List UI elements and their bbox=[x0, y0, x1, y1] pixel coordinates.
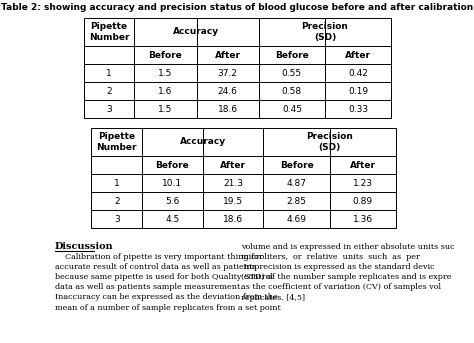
Text: Calibration of pipette is very important thing for
accurate result of control da: Calibration of pipette is very important… bbox=[55, 253, 281, 311]
Text: Before: Before bbox=[280, 161, 313, 169]
Bar bbox=[91, 128, 396, 228]
Text: 5.6: 5.6 bbox=[165, 197, 180, 205]
Text: 10.1: 10.1 bbox=[162, 178, 182, 188]
Text: 1: 1 bbox=[106, 69, 112, 78]
Text: After: After bbox=[345, 50, 371, 59]
Text: 18.6: 18.6 bbox=[223, 214, 243, 224]
Text: Precision
(SD): Precision (SD) bbox=[306, 132, 353, 152]
Text: 1.5: 1.5 bbox=[158, 105, 173, 114]
Text: Table 2: showing accuracy and precision status of blood glucose before and after: Table 2: showing accuracy and precision … bbox=[1, 2, 473, 12]
Text: 4.87: 4.87 bbox=[287, 178, 307, 188]
Text: 3: 3 bbox=[106, 105, 112, 114]
Text: 2.85: 2.85 bbox=[287, 197, 307, 205]
Text: Precision
(SD): Precision (SD) bbox=[301, 22, 348, 42]
Text: Pipette
Number: Pipette Number bbox=[96, 132, 137, 152]
Text: 2: 2 bbox=[106, 86, 112, 95]
Text: 0.19: 0.19 bbox=[348, 86, 368, 95]
Text: 0.42: 0.42 bbox=[348, 69, 368, 78]
Text: 1.5: 1.5 bbox=[158, 69, 173, 78]
Text: 4.5: 4.5 bbox=[165, 214, 180, 224]
Text: 0.33: 0.33 bbox=[348, 105, 368, 114]
Text: 4.69: 4.69 bbox=[287, 214, 307, 224]
Text: volume and is expressed in either absolute units suc
microliters,  or  relative : volume and is expressed in either absolu… bbox=[241, 243, 455, 301]
Text: 19.5: 19.5 bbox=[223, 197, 243, 205]
Text: 18.6: 18.6 bbox=[218, 105, 238, 114]
Text: 24.6: 24.6 bbox=[218, 86, 237, 95]
Text: 0.58: 0.58 bbox=[282, 86, 302, 95]
Text: 0.89: 0.89 bbox=[353, 197, 373, 205]
Bar bbox=[83, 18, 391, 118]
Text: 21.3: 21.3 bbox=[223, 178, 243, 188]
Text: Before: Before bbox=[155, 161, 189, 169]
Text: 1.36: 1.36 bbox=[353, 214, 373, 224]
Text: 1: 1 bbox=[114, 178, 119, 188]
Text: After: After bbox=[350, 161, 376, 169]
Text: 2: 2 bbox=[114, 197, 119, 205]
Text: 37.2: 37.2 bbox=[218, 69, 237, 78]
Text: Discussion: Discussion bbox=[55, 242, 113, 251]
Text: 1.6: 1.6 bbox=[158, 86, 173, 95]
Text: Accuracy: Accuracy bbox=[173, 27, 219, 36]
Text: 1.23: 1.23 bbox=[353, 178, 373, 188]
Text: 0.45: 0.45 bbox=[282, 105, 302, 114]
Text: 3: 3 bbox=[114, 214, 119, 224]
Text: Accuracy: Accuracy bbox=[180, 138, 226, 146]
Text: Pipette
Number: Pipette Number bbox=[89, 22, 129, 42]
Text: Before: Before bbox=[275, 50, 309, 59]
Text: 0.55: 0.55 bbox=[282, 69, 302, 78]
Text: After: After bbox=[215, 50, 241, 59]
Text: After: After bbox=[220, 161, 246, 169]
Text: Before: Before bbox=[148, 50, 182, 59]
